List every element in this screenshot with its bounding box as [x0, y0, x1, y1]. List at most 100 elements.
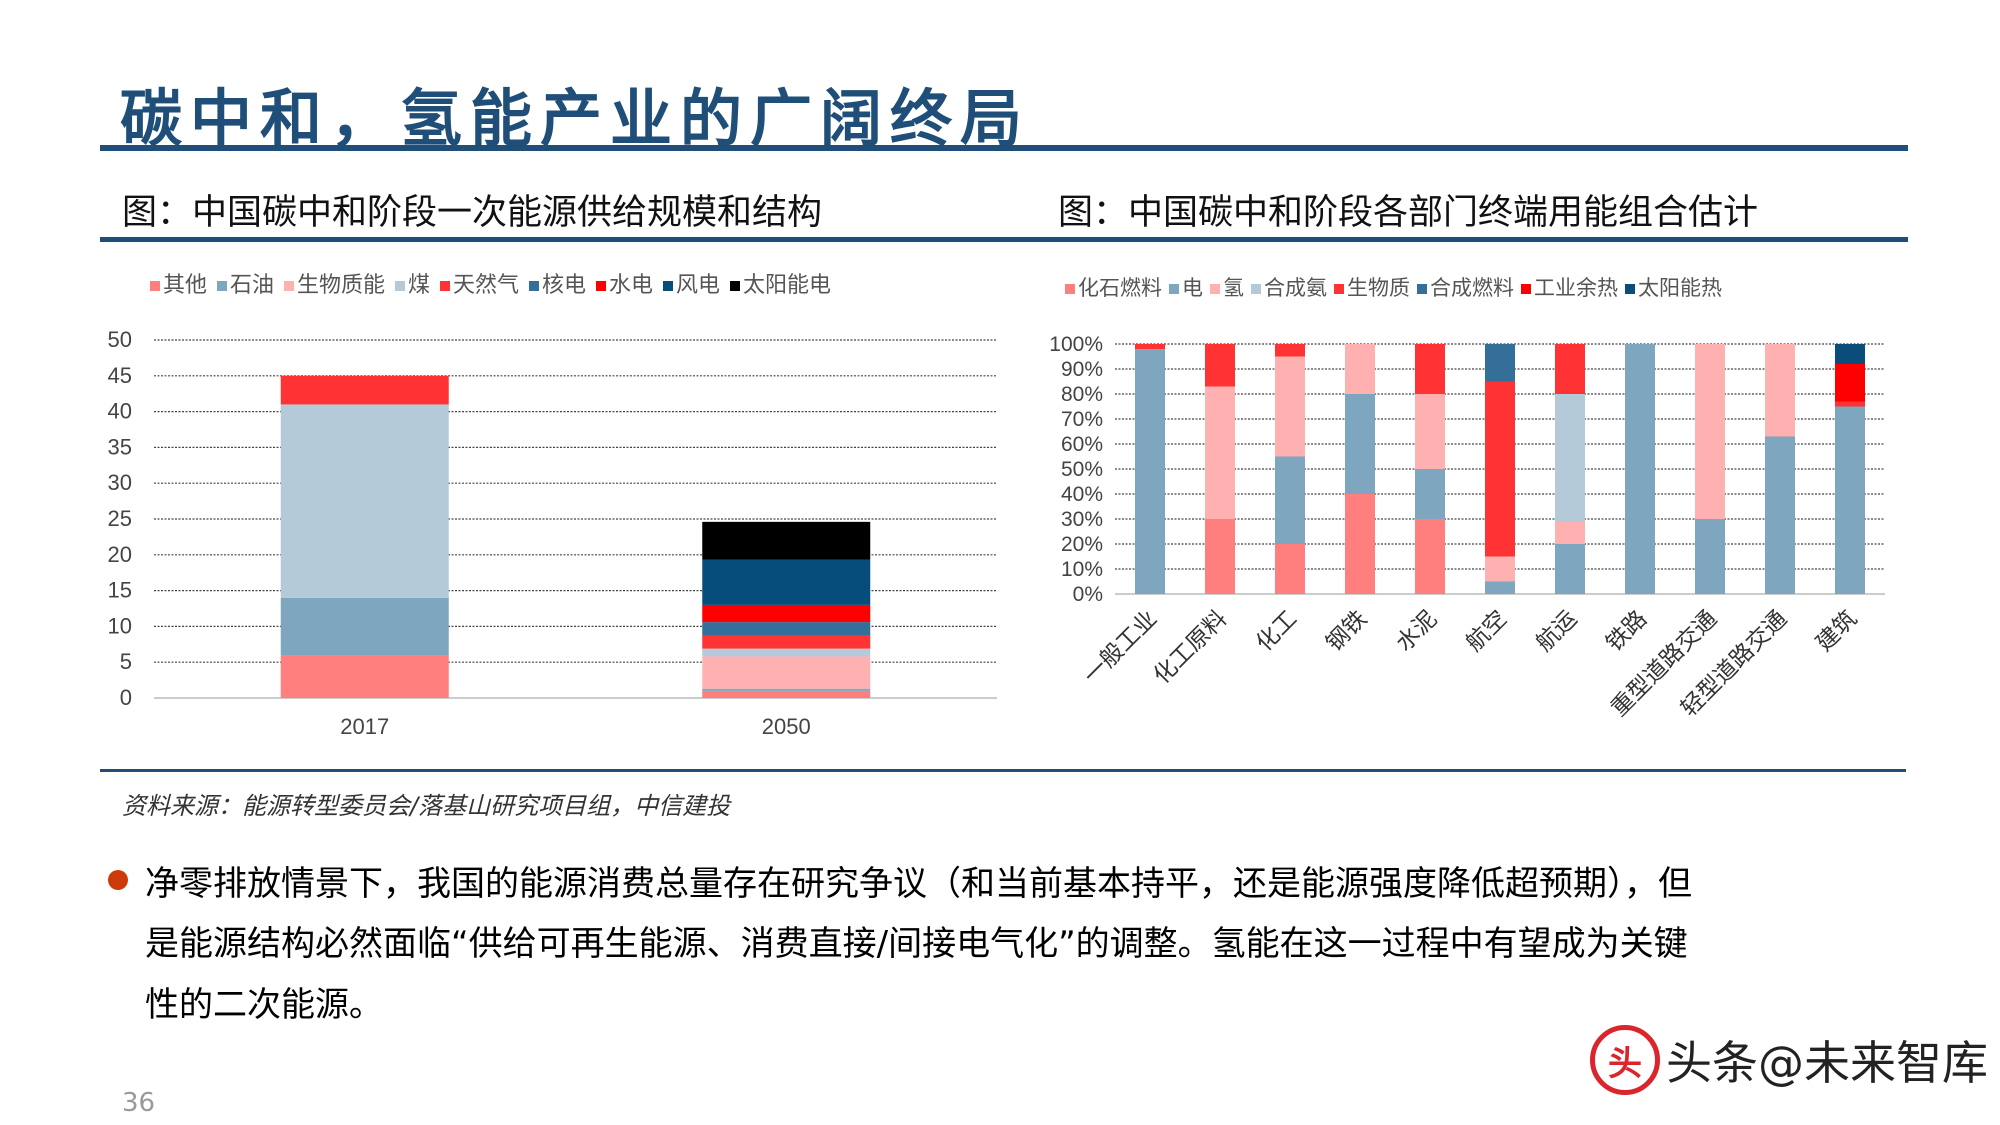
- bar-segment: [702, 604, 871, 623]
- y-tick-label: 50: [108, 327, 132, 352]
- bar-segment: [1275, 356, 1305, 457]
- legend-swatch: [1169, 284, 1179, 294]
- bar-segment: [1695, 344, 1725, 519]
- bar-segment: [280, 404, 449, 598]
- bar-segment: [1835, 401, 1865, 407]
- bar-segment: [1555, 544, 1585, 594]
- y-tick-label: 30%: [1061, 508, 1103, 531]
- legend-label: 工业余热: [1534, 277, 1618, 300]
- legend-swatch: [1065, 284, 1075, 294]
- y-tick-label: 0: [120, 685, 132, 710]
- bar-segment: [1415, 344, 1445, 394]
- watermark: 头 头条@未来智库: [1590, 1025, 1988, 1095]
- x-tick-label: 2017: [340, 714, 389, 739]
- legend-label: 生物质: [1347, 277, 1410, 300]
- y-tick-label: 5: [120, 649, 132, 674]
- legend-label: 其他: [163, 272, 207, 297]
- y-tick-label: 40%: [1061, 483, 1103, 506]
- bar-segment: [1275, 456, 1305, 544]
- y-tick-label: 80%: [1061, 383, 1103, 406]
- paragraph-line: 性的二次能源。: [145, 985, 383, 1025]
- bar-segment: [1555, 521, 1585, 544]
- y-tick-label: 10: [108, 613, 132, 638]
- bar-segment: [1275, 544, 1305, 594]
- legend-swatch: [596, 281, 606, 291]
- bar-segment: [702, 648, 871, 657]
- bar-segment: [280, 655, 449, 698]
- y-tick-label: 10%: [1061, 558, 1103, 581]
- x-tick-label: 建筑: [1811, 605, 1862, 656]
- bar-segment: [1415, 519, 1445, 594]
- y-tick-label: 90%: [1061, 358, 1103, 381]
- legend-label: 氢: [1223, 277, 1244, 300]
- bar-segment: [1415, 394, 1445, 469]
- x-tick-label: 铁路: [1601, 605, 1652, 656]
- x-tick-label: 航空: [1461, 605, 1512, 656]
- legend-label: 石油: [230, 272, 274, 297]
- legend-swatch: [663, 281, 673, 291]
- bar-segment: [702, 690, 871, 698]
- y-tick-label: 15: [108, 578, 132, 603]
- bar-segment: [1695, 519, 1725, 594]
- bar-segment: [1485, 381, 1515, 557]
- y-tick-label: 70%: [1061, 408, 1103, 431]
- y-tick-label: 50%: [1061, 458, 1103, 481]
- legend-label: 合成氨: [1264, 277, 1327, 300]
- legend-label: 太阳能热: [1638, 277, 1722, 300]
- x-tick-label: 化工原料: [1148, 605, 1231, 688]
- bar-segment: [1835, 344, 1865, 364]
- legend-swatch: [284, 281, 294, 291]
- y-tick-label: 60%: [1061, 433, 1103, 456]
- legend-label: 化石燃料: [1078, 277, 1162, 300]
- bar-segment: [1485, 581, 1515, 594]
- bar-segment: [280, 597, 449, 656]
- bar-segment: [1835, 364, 1865, 402]
- bar-segment: [1275, 344, 1305, 357]
- source-note: 资料来源：能源转型委员会/落基山研究项目组，中信建投: [122, 792, 731, 820]
- page-title: 碳中和，氢能产业的广阔终局: [120, 82, 1031, 155]
- watermark-text: 头条@未来智库: [1666, 1036, 1988, 1090]
- bar-segment: [702, 688, 871, 691]
- bar-segment: [280, 375, 449, 405]
- legend-label: 生物质能: [297, 272, 385, 297]
- legend-label: 核电: [542, 272, 586, 297]
- y-tick-label: 30: [108, 470, 132, 495]
- bar-segment: [1205, 344, 1235, 387]
- bar-segment: [702, 622, 871, 635]
- bar-segment: [702, 521, 871, 560]
- bar-segment: [1555, 394, 1585, 522]
- legend-swatch: [1625, 284, 1635, 294]
- bar-segment: [1555, 344, 1585, 394]
- watermark-logo-icon: 头: [1590, 1025, 1660, 1095]
- title-divider: [100, 145, 1908, 151]
- right-chart-title: 图：中国碳中和阶段各部门终端用能组合估计: [1058, 193, 1759, 233]
- sector-energy-mix-chart: 化石燃料电氢合成氨 生物质 合成燃料 工业余热 太阳能热 0%10%20%30%40%50…: [1049, 277, 1885, 721]
- bar-segment: [1345, 344, 1375, 394]
- bar-segment: [1835, 406, 1865, 594]
- legend-swatch: [440, 281, 450, 291]
- y-tick-label: 35: [108, 434, 132, 459]
- y-tick-label: 45: [108, 363, 132, 388]
- bar-segment: [1625, 344, 1655, 594]
- bar-segment: [702, 656, 871, 689]
- legend-swatch: [1521, 284, 1531, 294]
- bar-segment: [1205, 519, 1235, 594]
- x-tick-label: 2050: [762, 714, 811, 739]
- y-tick-label: 40: [108, 399, 132, 424]
- legend-swatch: [1210, 284, 1220, 294]
- bar-segment: [1345, 394, 1375, 494]
- paragraph-line: 净零排放情景下，我国的能源消费总量存在研究争议（和当前基本持平，还是能源强度降低…: [145, 864, 1692, 904]
- x-tick-label: 化工: [1251, 605, 1302, 656]
- bar-segment: [1765, 436, 1795, 594]
- legend-swatch: [730, 281, 740, 291]
- legend-swatch: [395, 281, 405, 291]
- energy-supply-chart: 其他 石油 生物质能煤天然气 核电 水电 风电 太阳能电 0 5 10 15 20 25 30 35 40 45…: [108, 272, 997, 739]
- bar-segment: [1485, 344, 1515, 382]
- left-chart-title: 图：中国碳中和阶段一次能源供给规模和结构: [122, 193, 823, 233]
- x-tick-label: 钢铁: [1321, 605, 1372, 656]
- x-tick-label: 一般工业: [1078, 605, 1161, 688]
- x-tick-label: 航运: [1531, 605, 1582, 656]
- y-tick-label: 100%: [1049, 333, 1103, 356]
- legend-swatch: [217, 281, 227, 291]
- y-tick-label: 25: [108, 506, 132, 531]
